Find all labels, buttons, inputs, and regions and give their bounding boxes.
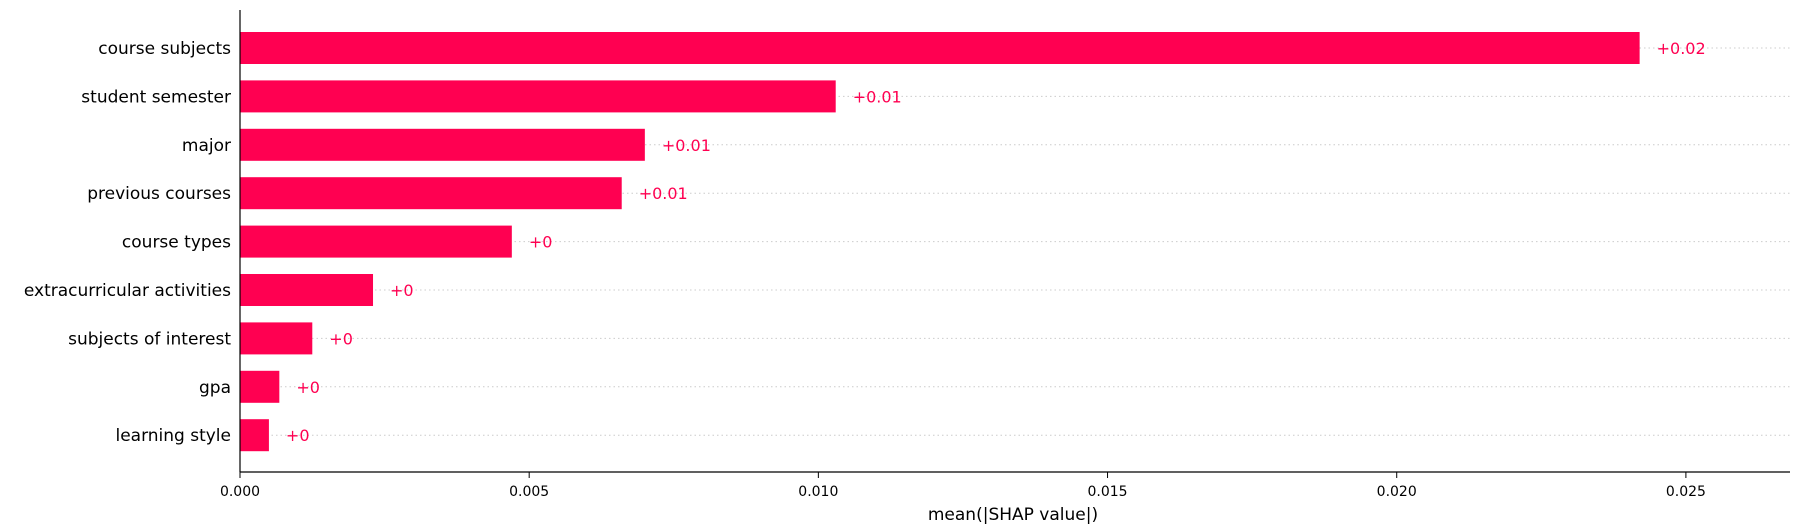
bar <box>240 370 280 403</box>
category-label: gpa <box>199 378 231 398</box>
bar <box>240 128 645 161</box>
category-label: student semester <box>81 87 231 107</box>
category-label: learning style <box>115 426 231 446</box>
x-tick-label: 0.000 <box>220 484 260 500</box>
value-label: +0.02 <box>1657 39 1706 58</box>
value-labels: +0.02 +0.01 +0.01 +0.01 +0 +0 +0 +0 +0 <box>286 39 1706 445</box>
x-tick-label: 0.025 <box>1666 484 1706 500</box>
x-tick-label: 0.015 <box>1087 484 1127 500</box>
value-label: +0 <box>286 426 310 445</box>
bar <box>240 225 512 258</box>
category-label: course subjects <box>98 39 231 59</box>
value-label: +0 <box>296 378 320 397</box>
grid-lines <box>240 47 1790 436</box>
value-label: +0 <box>529 233 553 252</box>
category-label: extracurricular activities <box>24 281 231 301</box>
category-label: previous courses <box>87 184 231 204</box>
x-tick-label: 0.005 <box>509 484 549 500</box>
value-label: +0.01 <box>662 136 711 155</box>
bars <box>240 32 1640 452</box>
x-tick-label: 0.010 <box>798 484 838 500</box>
category-labels: course subjects student semester major prev… <box>24 39 231 446</box>
value-label: +0 <box>329 329 353 348</box>
value-label: +0.01 <box>639 184 688 203</box>
value-label: +0 <box>390 281 414 300</box>
x-tick-label: 0.020 <box>1377 484 1417 500</box>
bar <box>240 32 1640 64</box>
x-axis-ticks: 0.000 0.005 0.010 0.015 0.020 0.025 <box>220 472 1706 500</box>
bar <box>240 322 313 355</box>
category-label: major <box>182 136 231 156</box>
bar <box>240 177 622 210</box>
value-label: +0.01 <box>853 87 902 106</box>
bar <box>240 274 374 306</box>
x-axis-title: mean(|SHAP value|) <box>928 505 1098 525</box>
category-label: course types <box>122 233 231 253</box>
bar <box>240 80 836 113</box>
bar <box>240 419 269 452</box>
category-label: subjects of interest <box>68 329 231 349</box>
